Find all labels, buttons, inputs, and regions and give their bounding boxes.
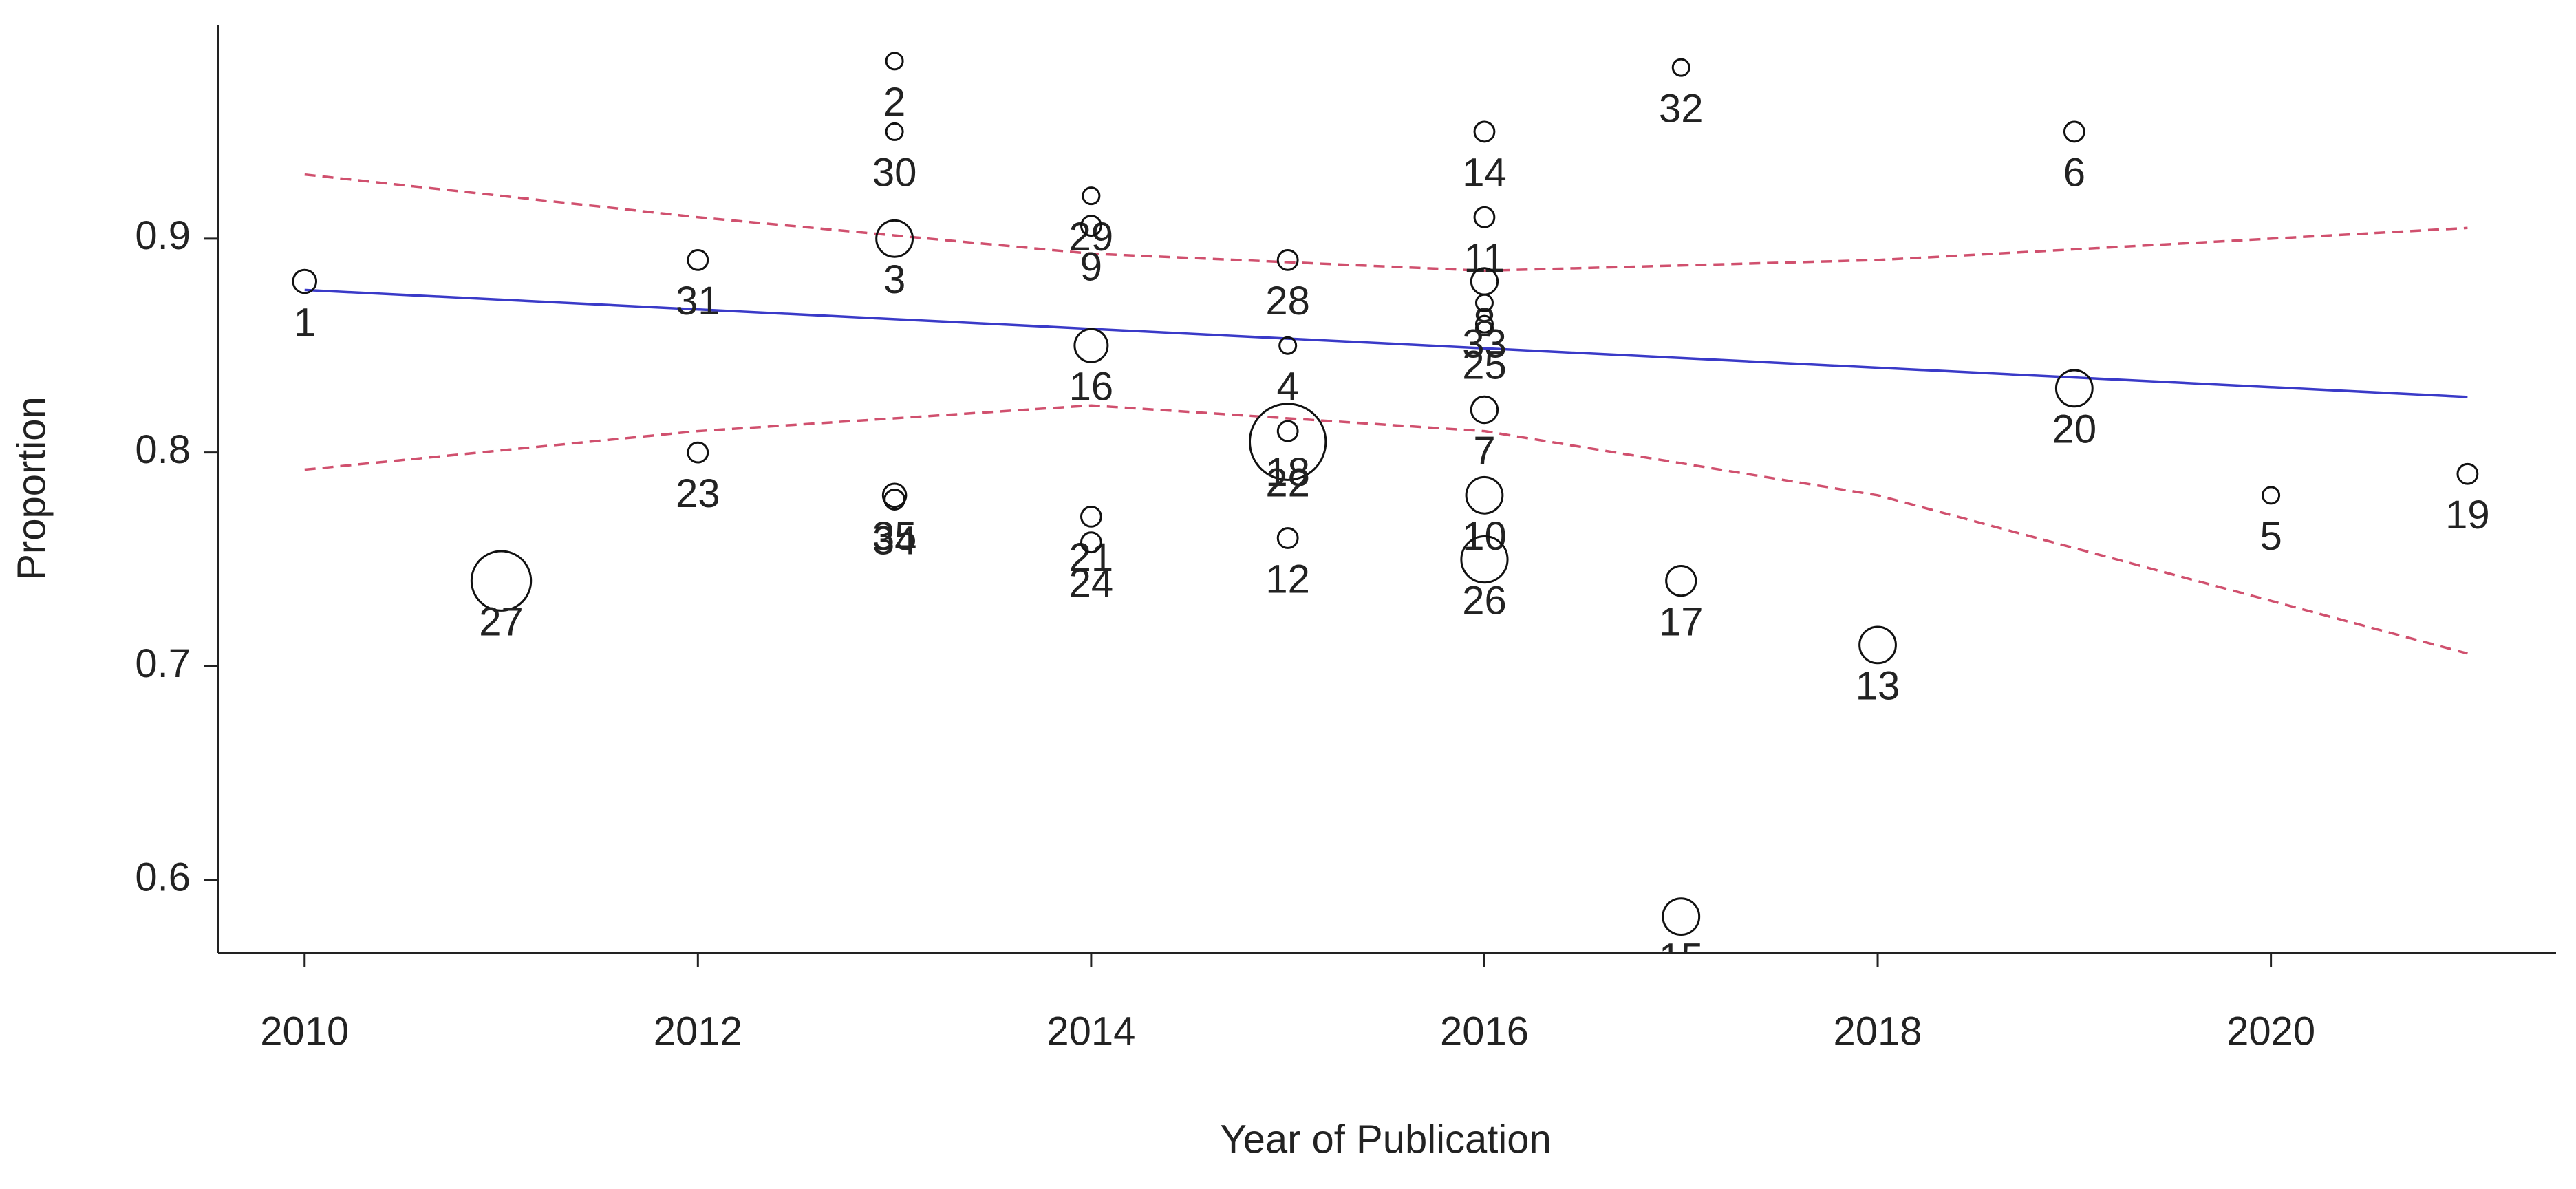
y-tick-label: 0.7 <box>135 641 191 686</box>
point-label: 7 <box>1473 429 1495 473</box>
x-tick-label: 2020 <box>2226 1009 2315 1053</box>
bubble <box>1473 206 1496 228</box>
bubble <box>1080 506 1102 528</box>
x-tick-label: 2012 <box>654 1009 742 1053</box>
point-label: 20 <box>2052 407 2097 452</box>
point-label: 26 <box>1462 578 1507 623</box>
bubble <box>1474 293 1494 312</box>
bubble <box>1276 527 1299 549</box>
bubble <box>292 268 318 294</box>
point-label: 29 <box>1069 215 1114 259</box>
point-label: 4 <box>1277 365 1299 409</box>
ci-lower-line <box>304 404 2468 655</box>
bubble <box>1080 215 1102 237</box>
x-tick-label: 2010 <box>260 1009 349 1053</box>
bubble <box>2063 120 2085 143</box>
bubble <box>1278 336 1298 355</box>
point-label: 16 <box>1069 365 1114 409</box>
point-label: 15 <box>1659 935 1704 980</box>
bubble <box>687 441 709 464</box>
point-label: 33 <box>1462 321 1507 366</box>
plot-area: 1 312327230335342991621242842218121411825… <box>292 52 2490 980</box>
bubble <box>1665 565 1697 597</box>
bubble <box>1248 403 1327 481</box>
point-label: 9 <box>1080 245 1102 290</box>
point-label: 30 <box>872 151 917 195</box>
bubble <box>687 249 709 271</box>
point-label: 3 <box>883 257 905 302</box>
point-label: 32 <box>1659 86 1704 131</box>
y-tick-label: 0.9 <box>135 213 191 258</box>
point-label: 31 <box>676 279 720 323</box>
x-tick-label: 2014 <box>1046 1009 1135 1053</box>
bubble <box>1473 120 1496 143</box>
point-label: 22 <box>1265 460 1310 505</box>
point-label: 21 <box>1069 535 1114 580</box>
bubble <box>885 52 904 71</box>
point-label: 19 <box>2445 493 2490 537</box>
point-label: 6 <box>2063 151 2085 195</box>
point-label: 18 <box>1265 450 1310 495</box>
point-label: 23 <box>676 471 720 516</box>
regression-line <box>304 288 2468 398</box>
bubble <box>1276 420 1299 442</box>
x-tick-label: 2018 <box>1834 1009 1922 1053</box>
bubble <box>2456 462 2479 485</box>
bubble <box>1858 625 1897 665</box>
bubble <box>1662 897 1701 936</box>
point-label: 12 <box>1265 557 1310 601</box>
y-axis-title: Proportion <box>9 396 54 581</box>
x-tick-label: 2016 <box>1440 1009 1529 1053</box>
y-tick-label: 0.8 <box>135 427 191 472</box>
bubble <box>1671 58 1690 77</box>
bubble <box>1082 186 1101 206</box>
point-label: 13 <box>1856 664 1900 709</box>
point-label: 35 <box>872 514 917 559</box>
bubble <box>875 219 914 258</box>
bubble <box>1465 475 1504 515</box>
point-label: 17 <box>1659 599 1704 644</box>
point-label: 28 <box>1265 279 1310 323</box>
bubble <box>470 550 533 612</box>
bubble <box>1460 535 1509 584</box>
bubble <box>1474 314 1494 334</box>
x-axis-title: Year of Publication <box>1220 1117 1552 1161</box>
point-label: 2 <box>883 80 905 125</box>
bubble <box>1470 395 1499 425</box>
point-label: 1 <box>294 300 316 345</box>
point-label: 11 <box>1463 236 1505 281</box>
bubble <box>885 122 904 141</box>
ci-upper-line <box>304 173 2468 272</box>
point-label: 34 <box>872 518 917 563</box>
point-label: 27 <box>479 599 524 644</box>
bubble <box>1080 531 1102 554</box>
bubble <box>2054 369 2094 408</box>
bubble <box>1276 249 1299 271</box>
bubble <box>881 482 908 508</box>
bubble <box>883 489 906 511</box>
y-tick-label: 0.6 <box>135 855 191 900</box>
point-label: 24 <box>1069 561 1114 606</box>
bubble <box>2262 486 2281 505</box>
point-label: 25 <box>1462 343 1507 387</box>
point-label: 14 <box>1462 151 1507 195</box>
bubble <box>1073 328 1109 363</box>
point-label: 5 <box>2260 514 2282 559</box>
